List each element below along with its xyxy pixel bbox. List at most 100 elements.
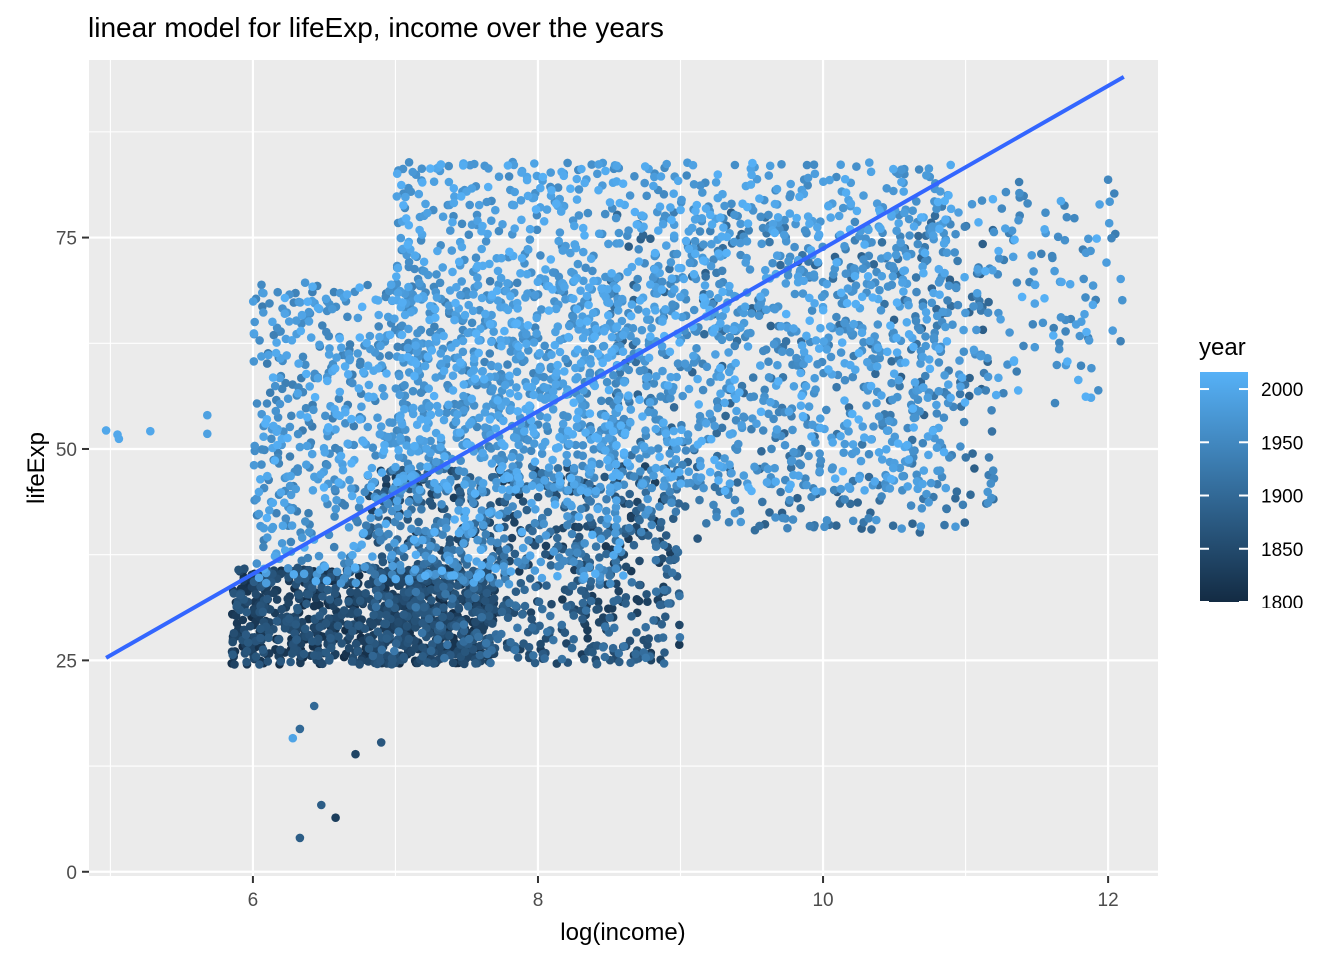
data-point [459, 467, 469, 477]
data-point [514, 342, 523, 351]
data-point [914, 165, 924, 174]
data-point [1008, 252, 1018, 262]
data-point [872, 515, 881, 525]
data-point [566, 473, 576, 483]
data-point [950, 248, 959, 257]
data-point [710, 324, 719, 333]
data-point [729, 237, 739, 247]
data-point [423, 352, 433, 362]
data-point [572, 195, 582, 204]
data-point [834, 211, 844, 221]
data-point [784, 407, 794, 416]
data-point [287, 521, 297, 530]
data-point [441, 589, 450, 599]
data-point [510, 645, 520, 655]
data-point [330, 512, 339, 521]
data-point [432, 293, 442, 302]
data-point [689, 351, 698, 361]
data-point [777, 347, 787, 357]
data-point [360, 487, 370, 497]
data-point [467, 394, 477, 404]
data-point [1060, 235, 1070, 245]
data-point [302, 460, 311, 470]
data-point [637, 325, 647, 335]
data-point [314, 551, 324, 561]
data-point [944, 380, 953, 389]
data-point [929, 333, 939, 342]
data-point [540, 476, 549, 485]
data-point [471, 617, 480, 627]
data-point [785, 192, 794, 202]
data-point [438, 212, 448, 221]
data-point [463, 602, 473, 611]
data-point [252, 399, 262, 408]
data-point [252, 559, 262, 568]
data-point [919, 268, 928, 278]
data-point [1001, 187, 1011, 197]
data-point [254, 573, 264, 582]
data-point [410, 371, 419, 381]
data-point [426, 585, 436, 594]
data-point [809, 270, 819, 279]
data-point [866, 381, 876, 391]
data-point [657, 285, 667, 294]
data-point [595, 459, 604, 469]
data-point [966, 490, 975, 500]
data-point [644, 531, 653, 540]
data-point [554, 443, 563, 452]
data-point [953, 300, 963, 310]
data-point [991, 390, 1001, 400]
data-point [822, 345, 832, 354]
data-point [320, 493, 330, 503]
data-point [534, 597, 544, 607]
data-point [888, 262, 897, 271]
data-point [586, 254, 596, 263]
data-point [630, 207, 640, 217]
data-point [636, 527, 646, 537]
data-point [626, 658, 635, 668]
data-point [646, 332, 655, 341]
data-point [918, 438, 928, 448]
chart-title: linear model for lifeExp, income over th… [88, 12, 664, 43]
data-point [537, 468, 547, 478]
data-point [858, 264, 868, 274]
data-point [517, 215, 526, 225]
data-point [614, 228, 624, 238]
data-point [719, 223, 728, 232]
data-point [572, 304, 582, 314]
data-point [756, 292, 765, 302]
data-point [647, 520, 657, 530]
data-point [467, 318, 477, 328]
data-point [629, 540, 639, 550]
data-point [946, 160, 955, 170]
data-point [675, 467, 684, 477]
data-point [732, 406, 741, 416]
data-point [748, 373, 758, 382]
data-point [626, 418, 635, 427]
data-point [521, 293, 530, 302]
data-point [454, 506, 463, 515]
data-point [816, 414, 825, 423]
data-point [877, 391, 886, 400]
data-point [413, 526, 423, 536]
data-point [1105, 197, 1114, 206]
data-point [421, 199, 430, 209]
data-point [822, 405, 831, 415]
data-point [355, 495, 365, 505]
data-point [477, 244, 487, 254]
data-point [346, 587, 355, 597]
data-point [602, 506, 611, 516]
data-point [748, 158, 757, 168]
data-point [641, 622, 650, 632]
data-point [425, 401, 434, 411]
data-point [840, 241, 849, 251]
data-point [877, 271, 887, 281]
data-point [435, 278, 445, 288]
data-point [337, 551, 347, 560]
data-point [765, 237, 774, 247]
data-point [600, 472, 609, 482]
data-point [323, 376, 332, 386]
data-point [354, 384, 364, 393]
data-point [496, 465, 505, 475]
data-point [611, 459, 621, 469]
